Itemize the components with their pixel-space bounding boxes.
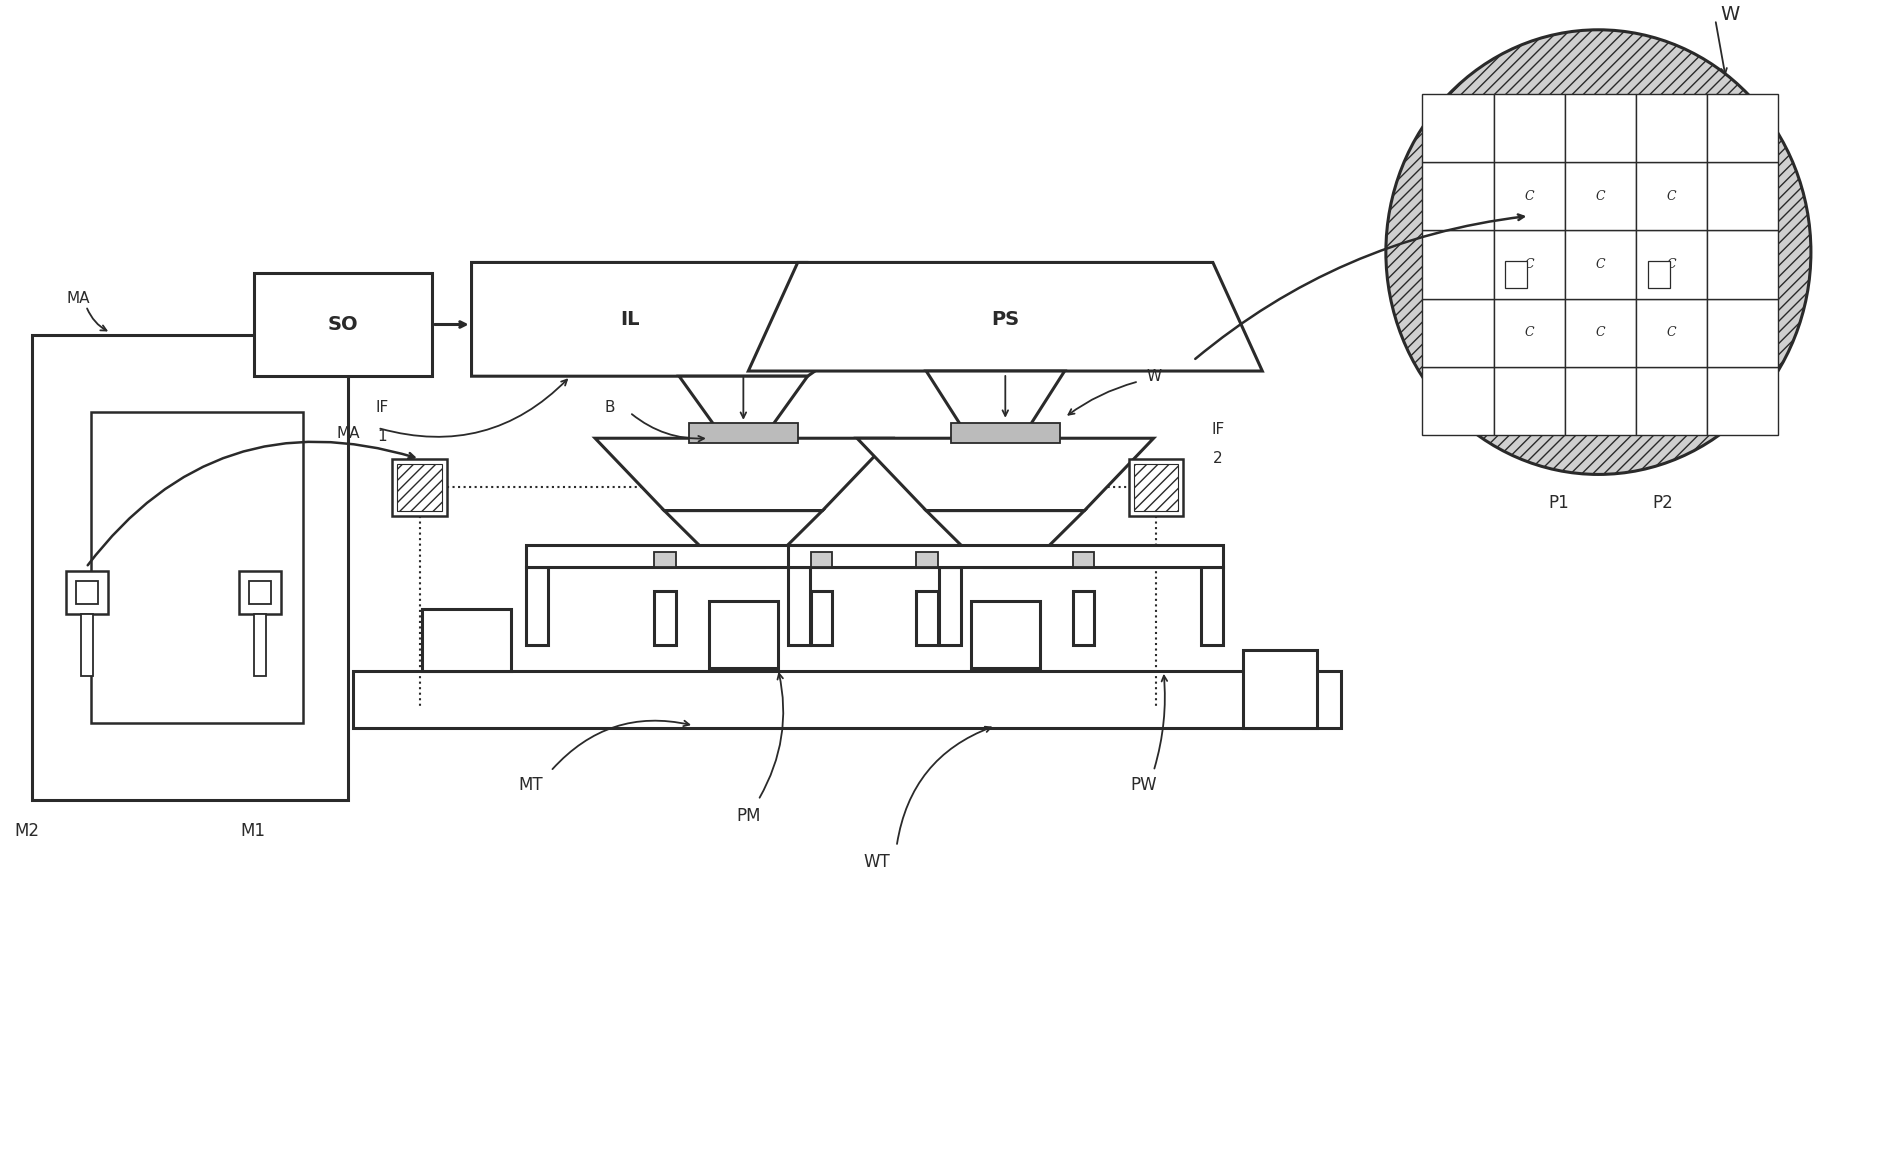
Bar (1637, 230, 1707, 298)
Bar (810, 552, 832, 567)
Bar (1565, 230, 1637, 298)
Bar (1423, 367, 1493, 435)
Text: C: C (1525, 258, 1534, 271)
Bar (1637, 94, 1707, 162)
Bar (1707, 298, 1778, 367)
Text: B: B (605, 400, 615, 415)
Bar (1243, 650, 1317, 728)
Text: P1: P1 (1548, 494, 1568, 512)
Polygon shape (471, 263, 867, 376)
Text: PM: PM (736, 807, 761, 824)
Bar (1201, 567, 1222, 645)
Text: SO: SO (327, 314, 358, 334)
Bar (1637, 367, 1707, 435)
Polygon shape (664, 511, 823, 567)
Bar (1493, 162, 1565, 230)
Polygon shape (596, 438, 891, 511)
Text: M2: M2 (15, 822, 40, 841)
Text: IF: IF (1211, 422, 1224, 437)
Polygon shape (857, 438, 1154, 511)
Polygon shape (749, 263, 1262, 371)
Polygon shape (927, 371, 1065, 433)
Text: PW: PW (1130, 776, 1158, 794)
Bar (655, 590, 675, 645)
Bar (916, 552, 938, 567)
Bar (254, 272, 431, 376)
Text: P2: P2 (1652, 494, 1673, 512)
Text: C: C (1667, 258, 1676, 271)
Text: MT: MT (518, 776, 543, 794)
Bar (1707, 230, 1778, 298)
Polygon shape (927, 511, 1084, 567)
Polygon shape (679, 376, 808, 438)
Bar (1493, 298, 1565, 367)
Bar (422, 609, 511, 671)
Bar (1565, 94, 1637, 162)
Bar (1423, 162, 1493, 230)
Bar (1493, 94, 1565, 162)
Bar (397, 464, 443, 511)
Bar (526, 567, 547, 645)
Bar (810, 590, 832, 645)
Bar (1133, 464, 1179, 511)
Text: C: C (1667, 189, 1676, 202)
Bar (1707, 367, 1778, 435)
Bar (916, 590, 938, 645)
Text: 2: 2 (1213, 451, 1222, 466)
Bar (238, 570, 280, 614)
Text: 1: 1 (378, 429, 388, 444)
Bar (354, 671, 1341, 728)
Text: MA: MA (337, 426, 359, 441)
Bar (91, 413, 303, 722)
Bar (1493, 367, 1565, 435)
Bar (1707, 162, 1778, 230)
Bar (1423, 230, 1493, 298)
Bar (1423, 94, 1493, 162)
Bar (655, 552, 675, 567)
Bar (1637, 298, 1707, 367)
Text: C: C (1595, 189, 1604, 202)
Bar (1648, 262, 1669, 289)
Bar (76, 581, 98, 603)
Text: C: C (1667, 326, 1676, 339)
Bar (952, 423, 1060, 443)
Text: C: C (1595, 258, 1604, 271)
Text: MA: MA (66, 291, 89, 306)
Bar (938, 567, 961, 645)
Circle shape (1385, 29, 1811, 475)
Bar (32, 334, 348, 800)
Text: W: W (1720, 5, 1741, 23)
Bar (392, 459, 447, 516)
Text: IF: IF (377, 400, 390, 415)
Text: C: C (1525, 326, 1534, 339)
Bar (1073, 552, 1094, 567)
Bar (689, 423, 798, 443)
Bar (66, 570, 108, 614)
Bar (1565, 367, 1637, 435)
Bar (1565, 298, 1637, 367)
Bar (1073, 590, 1094, 645)
Bar (1506, 262, 1527, 289)
Bar (81, 614, 93, 676)
Text: C: C (1525, 189, 1534, 202)
Bar (1565, 162, 1637, 230)
Bar (254, 614, 267, 676)
Bar (1423, 298, 1493, 367)
Text: W: W (1147, 368, 1162, 383)
Bar (710, 601, 778, 667)
Bar (787, 545, 1222, 567)
Text: IL: IL (621, 310, 639, 328)
Bar (1707, 94, 1778, 162)
Text: PS: PS (991, 310, 1020, 328)
Bar (1493, 230, 1565, 298)
Bar (787, 567, 810, 645)
Text: WT: WT (863, 853, 889, 871)
Bar (250, 581, 271, 603)
Bar (1637, 162, 1707, 230)
Text: C: C (1595, 326, 1604, 339)
Bar (1130, 459, 1182, 516)
Text: M1: M1 (240, 822, 265, 841)
Bar (971, 601, 1041, 667)
Bar (526, 545, 961, 567)
